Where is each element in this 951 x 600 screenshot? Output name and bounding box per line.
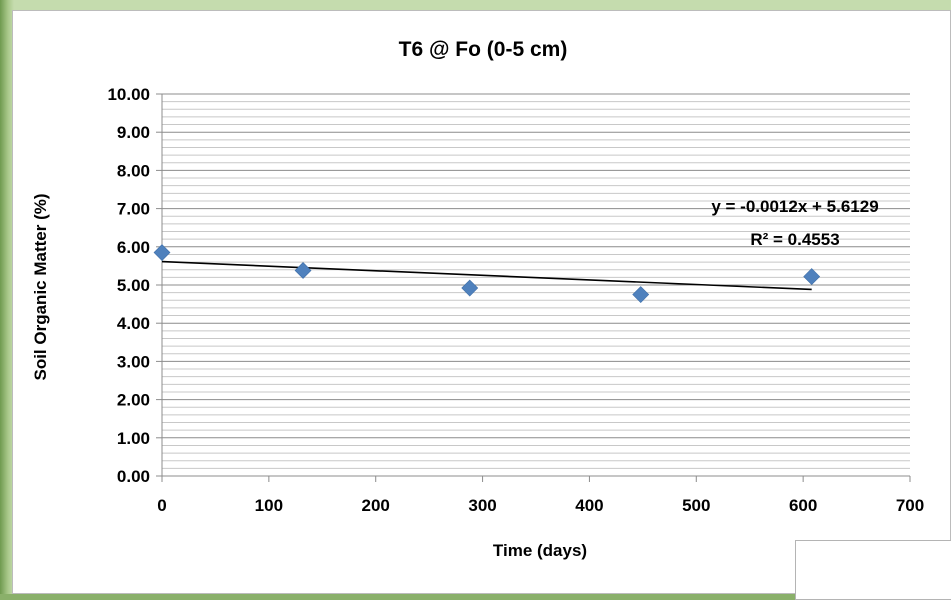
trendline-group <box>161 260 812 291</box>
x-tick-label: 700 <box>896 496 924 515</box>
grid-lines <box>162 93 910 469</box>
y-tick-label: 7.00 <box>117 200 150 219</box>
y-tick-label: 4.00 <box>117 314 150 333</box>
y-tick-label: 0.00 <box>117 467 150 486</box>
y-tick-label: 9.00 <box>117 123 150 142</box>
y-tick-label: 2.00 <box>117 391 150 410</box>
y-tick-label: 6.00 <box>117 238 150 257</box>
x-tick-label: 200 <box>362 496 390 515</box>
y-tick-labels: 0.00 1.00 2.00 3.00 4.00 5.00 6.00 7.00 8.00 9.00… <box>107 85 150 486</box>
data-point-marker <box>632 286 650 303</box>
overlay-popup <box>795 540 951 600</box>
y-axis-label: Soil Organic Matter (%) <box>31 193 50 380</box>
chart-title: T6 @ Fo (0-5 cm) <box>399 38 568 61</box>
y-tick-label: 5.00 <box>117 276 150 295</box>
x-tick-label: 100 <box>255 496 283 515</box>
r-squared-label: R² = 0.4553 <box>750 230 839 249</box>
x-tick-label: 400 <box>575 496 603 515</box>
data-point-marker <box>461 279 479 297</box>
x-tick-label: 600 <box>789 496 817 515</box>
x-axis-label: Time (days) <box>493 541 587 560</box>
y-tick-label: 10.00 <box>107 85 150 104</box>
y-tick-label: 1.00 <box>117 429 150 448</box>
trendline <box>161 260 812 291</box>
data-point-marker <box>153 244 171 261</box>
x-tick-labels: 0 100 200 300 400 500 600 700 <box>157 496 924 515</box>
y-tick-label: 8.00 <box>117 161 150 180</box>
y-tick-label: 3.00 <box>117 352 150 371</box>
data-point-marker <box>803 268 821 286</box>
data-points <box>153 244 821 303</box>
axes <box>156 93 911 482</box>
x-tick-label: 300 <box>468 496 496 515</box>
x-tick-label: 0 <box>157 496 166 515</box>
x-tick-label: 500 <box>682 496 710 515</box>
chart-panel <box>12 10 951 594</box>
trendline-equation: y = -0.0012x + 5.6129 <box>711 197 878 216</box>
data-point-marker <box>294 262 312 279</box>
